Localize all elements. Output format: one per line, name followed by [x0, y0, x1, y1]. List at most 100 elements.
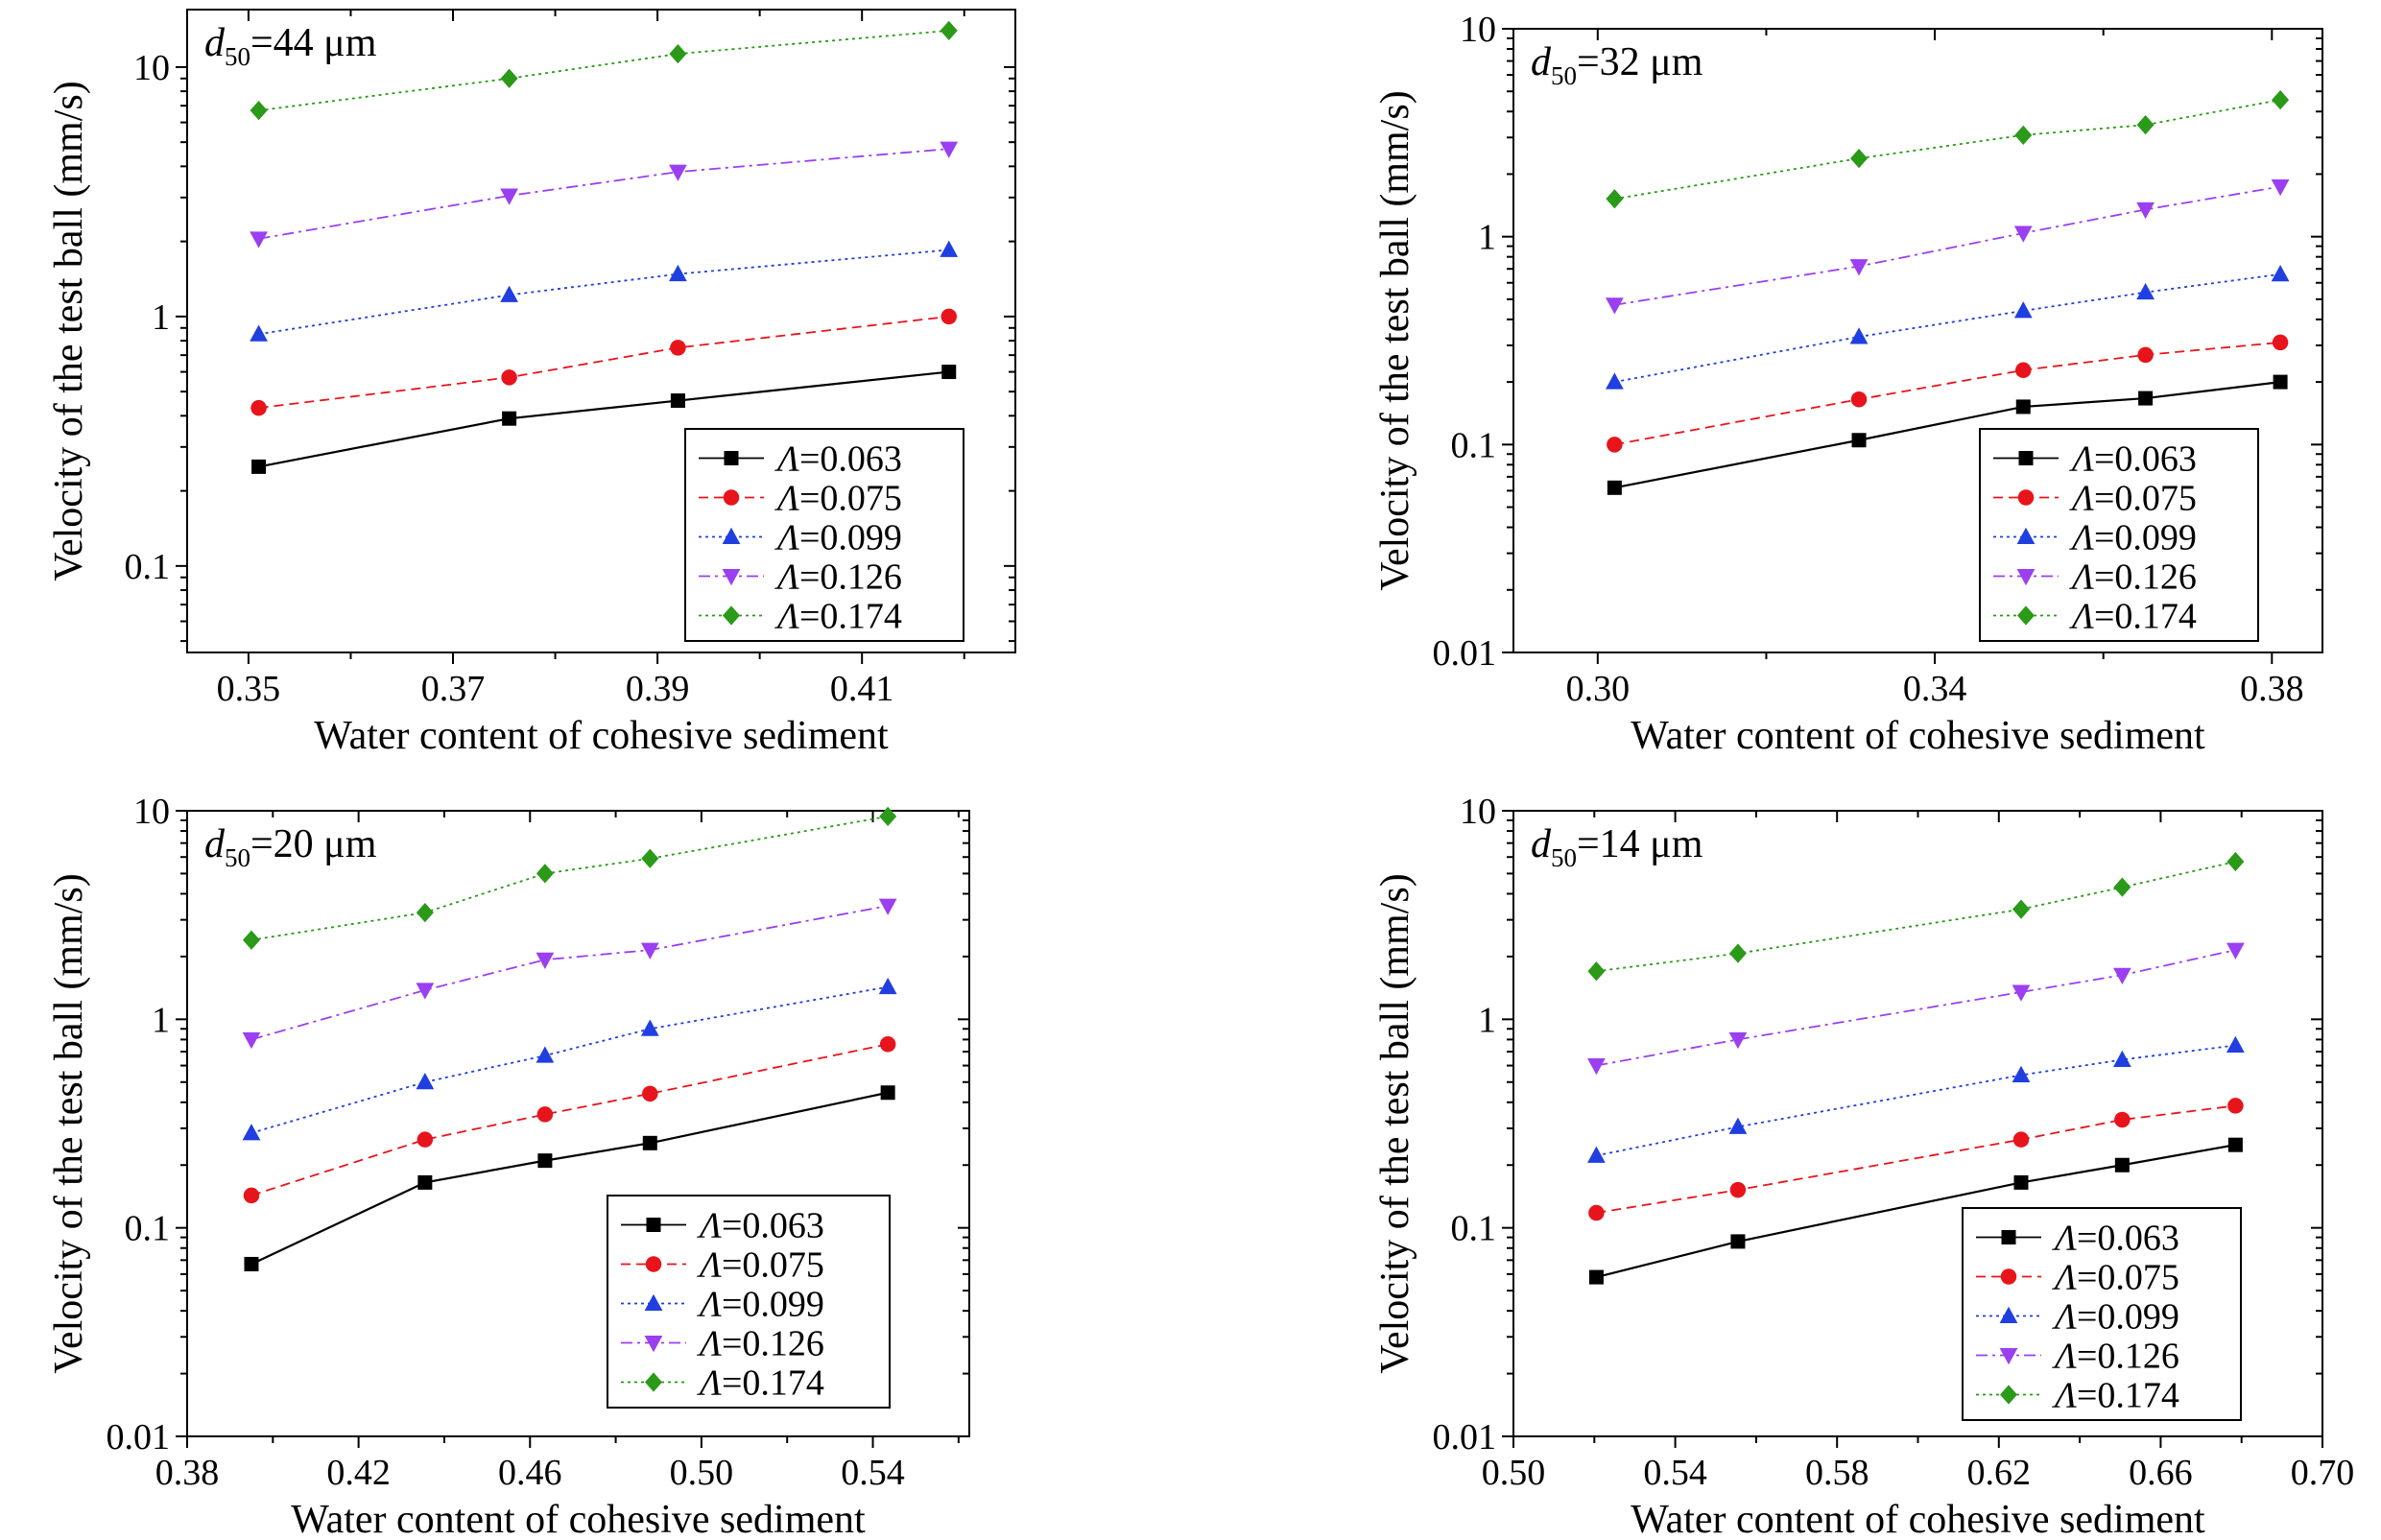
legend-marker	[2018, 451, 2034, 465]
data-point	[2271, 179, 2290, 197]
data-point	[878, 977, 897, 995]
data-point	[251, 459, 267, 474]
data-point	[1849, 327, 1869, 344]
series-3	[1587, 1035, 2245, 1163]
chart-panel-4: 0.50 0.54 0.58 0.62 0.66 0.70 0.01 0.1 1 10 Water …	[1373, 792, 2354, 1540]
data-point	[2015, 399, 2031, 415]
legend-symbol: Λ	[774, 439, 799, 480]
series-1	[1607, 374, 2288, 495]
data-point	[2227, 1137, 2243, 1152]
y-tick-label: 10	[133, 792, 170, 832]
series-line	[258, 30, 949, 112]
legend-symbol: Λ	[2052, 1219, 2077, 1259]
legend-marker	[2016, 569, 2036, 586]
legend-entry: Λ=0.174	[774, 597, 902, 637]
annotation-subscript: 50	[1551, 61, 1577, 90]
data-point	[2112, 1050, 2131, 1067]
legend-entry: Λ=0.075	[697, 1245, 824, 1286]
data-point	[2226, 851, 2245, 872]
y-tick-label: 0.1	[125, 547, 171, 587]
legend-entry: Λ=0.063	[774, 439, 902, 480]
data-point	[536, 1046, 555, 1063]
data-point	[1588, 1204, 1605, 1221]
y-axis-label: Velocity of the test ball (mm/s)	[1373, 90, 1417, 590]
legend-value: =0.174	[2077, 1376, 2179, 1416]
y-tick-label: 0.01	[1433, 1417, 1497, 1457]
x-tick-label: 0.42	[326, 1453, 391, 1493]
series-5	[250, 20, 958, 121]
data-point	[2137, 346, 2154, 364]
data-point	[2136, 115, 2155, 135]
x-tick-label: 0.38	[2240, 669, 2304, 709]
data-point	[2136, 282, 2155, 300]
data-point	[1850, 148, 1869, 169]
y-axis-label: Velocity of the test ball (mm/s)	[1373, 873, 1417, 1373]
legend-value: =0.126	[2077, 1337, 2179, 1377]
series-5	[1587, 851, 2245, 982]
series-2	[243, 1035, 896, 1204]
data-point	[669, 164, 687, 181]
series-1	[251, 365, 957, 474]
legend-marker	[645, 1372, 662, 1392]
data-point	[244, 1256, 259, 1271]
legend-marker	[644, 1293, 663, 1311]
legend-symbol: Λ	[774, 479, 799, 519]
series-3	[242, 977, 897, 1141]
legend-value: =0.063	[722, 1206, 824, 1246]
series-2	[1588, 1098, 2244, 1221]
x-tick-label: 0.50	[670, 1453, 734, 1493]
series-3	[250, 240, 959, 342]
data-point	[2014, 125, 2033, 145]
legend-value: =0.075	[2094, 479, 2197, 519]
series-line	[1596, 1044, 2236, 1157]
data-point	[940, 308, 957, 325]
legend-entry: Λ=0.075	[2069, 479, 2197, 519]
x-axis-label: Water content of cohesive sediment	[291, 1498, 866, 1540]
particle-size-annotation: d50=20 μm	[204, 822, 377, 872]
legend-symbol: Λ	[2069, 439, 2094, 480]
legend-symbol: Λ	[2052, 1258, 2077, 1298]
legend-symbol: Λ	[2069, 557, 2094, 598]
legend-entry: Λ=0.099	[697, 1285, 824, 1325]
legend-entry: Λ=0.126	[774, 557, 902, 598]
legend-symbol: Λ	[697, 1324, 722, 1364]
series-5	[1606, 89, 2290, 209]
legend-entry: Λ=0.174	[697, 1363, 824, 1404]
data-point	[1587, 1058, 1606, 1076]
data-point	[670, 393, 685, 409]
series-line	[1614, 272, 2281, 383]
annotation-subscript: 50	[1551, 843, 1577, 872]
data-point	[2273, 374, 2288, 390]
data-point	[879, 806, 897, 826]
plot-frame	[186, 9, 1016, 653]
legend-symbol: Λ	[2069, 597, 2094, 637]
data-point	[1728, 1117, 1748, 1134]
series-line	[1596, 1104, 2236, 1214]
legend-value: =0.126	[722, 1324, 824, 1364]
series-line	[258, 315, 949, 410]
legend-value: =0.075	[2077, 1258, 2179, 1298]
legend-marker	[2017, 489, 2035, 506]
legend-marker	[2001, 1230, 2016, 1244]
x-tick-label: 0.37	[421, 669, 486, 709]
legend-entry: Λ=0.126	[2052, 1337, 2179, 1377]
y-tick-label: 0.1	[125, 1209, 171, 1249]
data-point	[640, 1019, 659, 1036]
legend-symbol: Λ	[774, 597, 799, 637]
series-line	[1596, 949, 2236, 1067]
series-line	[1596, 861, 2236, 973]
data-point	[2013, 301, 2033, 319]
legend-symbol: Λ	[697, 1285, 722, 1325]
data-point	[1730, 1234, 1746, 1249]
legend-marker	[644, 1336, 663, 1353]
data-point	[537, 1153, 553, 1169]
x-axis-label: Water content of cohesive sediment	[1631, 1498, 2205, 1540]
series-line	[258, 249, 949, 336]
data-point	[2227, 1098, 2244, 1114]
data-point	[501, 369, 517, 386]
series-4	[242, 898, 897, 1050]
legend-symbol: Λ	[774, 518, 799, 558]
data-point	[536, 952, 555, 970]
data-point	[669, 43, 687, 64]
